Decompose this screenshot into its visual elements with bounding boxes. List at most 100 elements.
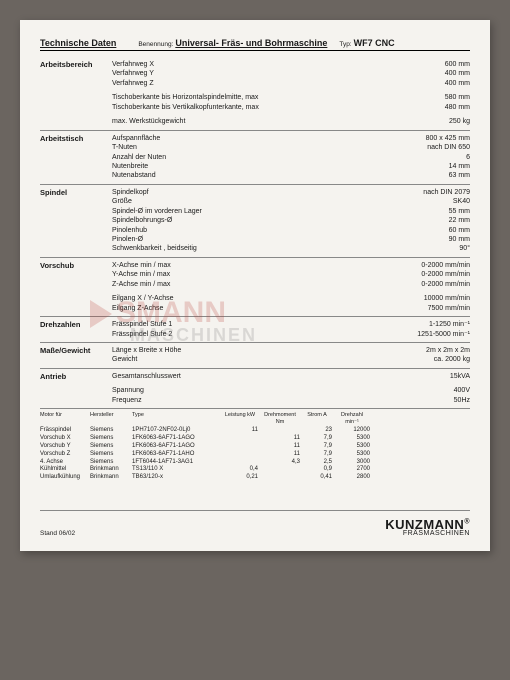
section: DrehzahlenFrässpindel Stufe 11-1250 min⁻… bbox=[40, 316, 470, 342]
motor-cell: 1FK6063-6AF71-1AGO bbox=[132, 435, 222, 443]
motor-cell: Umlaufkühlung bbox=[40, 474, 90, 482]
motor-cell: Siemens bbox=[90, 435, 132, 443]
motor-col-header: Drehmoment Nm bbox=[260, 412, 302, 426]
title: Technische Daten bbox=[40, 38, 116, 48]
motor-cell: Vorschub Y bbox=[40, 443, 90, 451]
motor-col-header: Motor für bbox=[40, 412, 90, 426]
spec-row: GrößeSK40 bbox=[112, 197, 470, 206]
spec-row: Spindelkopfnach DIN 2079 bbox=[112, 188, 470, 197]
spec-row: X-Achse min / max0-2000 mm/min bbox=[112, 261, 470, 270]
motor-cell: Brinkmann bbox=[90, 474, 132, 482]
spec-value: 0-2000 mm/min bbox=[385, 270, 470, 279]
motor-cell: 7,9 bbox=[302, 451, 334, 459]
footer: Stand 06/02 KUNZMANN® FRÄSMASCHINEN bbox=[40, 510, 470, 537]
spec-row: Nutenabstand63 mm bbox=[112, 171, 470, 180]
motor-row: KühlmittelBrinkmannTS13/110 X0,40,92700 bbox=[40, 466, 470, 474]
section-body: Aufspannfläche800 x 425 mmT-Nutennach DI… bbox=[112, 134, 470, 181]
spec-value: 7500 mm/min bbox=[385, 304, 470, 313]
spec-row: Aufspannfläche800 x 425 mm bbox=[112, 134, 470, 143]
section-body: Spindelkopfnach DIN 2079GrößeSK40Spindel… bbox=[112, 188, 470, 254]
spec-row: Verfahrweg Z400 mm bbox=[112, 79, 470, 88]
spec-label: Spindelbohrungs-Ø bbox=[112, 216, 385, 225]
motor-cell: 2800 bbox=[334, 474, 372, 482]
motor-cell: 5300 bbox=[334, 435, 372, 443]
motor-cell: 5300 bbox=[334, 451, 372, 459]
motor-header: Motor fürHerstellerTypeLeistung kWDrehmo… bbox=[40, 412, 470, 426]
motor-cell: 1PH7107-2NF02-0Lj0 bbox=[132, 427, 222, 435]
spec-row: Anzahl der Nuten6 bbox=[112, 153, 470, 162]
motor-cell: Brinkmann bbox=[90, 466, 132, 474]
spec-label: Frequenz bbox=[112, 396, 385, 405]
motor-cell bbox=[260, 466, 302, 474]
section: ArbeitstischAufspannfläche800 x 425 mmT-… bbox=[40, 130, 470, 184]
spec-label: Spindel-Ø im vorderen Lager bbox=[112, 207, 385, 216]
section: AntriebGesamtanschlusswert15kVASpannung4… bbox=[40, 368, 470, 408]
spec-label: Verfahrweg Z bbox=[112, 79, 385, 88]
spec-value: 1251-5000 min⁻¹ bbox=[385, 330, 470, 339]
motor-col-header: Hersteller bbox=[90, 412, 132, 426]
motor-cell: 5300 bbox=[334, 443, 372, 451]
section-title: Spindel bbox=[40, 188, 112, 254]
spec-value: 63 mm bbox=[385, 171, 470, 180]
spec-row: Frässpindel Stufe 11-1250 min⁻¹ bbox=[112, 320, 470, 329]
motor-cell: 0,9 bbox=[302, 466, 334, 474]
motor-cell: 0,41 bbox=[302, 474, 334, 482]
motor-cell: 12000 bbox=[334, 427, 372, 435]
stand: Stand 06/02 bbox=[40, 530, 75, 537]
spec-label: Z-Achse min / max bbox=[112, 280, 385, 289]
spec-row: Y-Achse min / max0-2000 mm/min bbox=[112, 270, 470, 279]
spec-row: Eilgang X / Y-Achse10000 mm/min bbox=[112, 294, 470, 303]
spec-label: Verfahrweg Y bbox=[112, 69, 385, 78]
spec-label: Tischoberkante bis Horizontalspindelmitt… bbox=[112, 93, 385, 102]
section-body: Gesamtanschlusswert15kVASpannung400VFreq… bbox=[112, 372, 470, 405]
spec-label: Frässpindel Stufe 2 bbox=[112, 330, 385, 339]
spec-label: Pinolen-Ø bbox=[112, 235, 385, 244]
spec-label: max. Werkstückgewicht bbox=[112, 117, 385, 126]
motor-cell: Siemens bbox=[90, 443, 132, 451]
spec-row: Verfahrweg X600 mm bbox=[112, 60, 470, 69]
typ: WF7 CNC bbox=[354, 38, 395, 48]
spec-row: Tischoberkante bis Vertikalkopfunterkant… bbox=[112, 103, 470, 112]
subtitle: Universal- Fräs- und Bohrmaschine bbox=[175, 38, 327, 48]
section-title: Arbeitsbereich bbox=[40, 60, 112, 127]
motor-cell: 7,9 bbox=[302, 443, 334, 451]
spec-label: Schwenkbarkeit , beidseitig bbox=[112, 244, 385, 253]
spec-value: SK40 bbox=[385, 197, 470, 206]
motor-row: 4. AchseSiemens1FT6044-1AF71-3AG14,32,53… bbox=[40, 459, 470, 467]
spec-value: nach DIN 650 bbox=[385, 143, 470, 152]
motor-cell: 7,9 bbox=[302, 435, 334, 443]
spec-row: max. Werkstückgewicht250 kg bbox=[112, 117, 470, 126]
spec-value: 55 mm bbox=[385, 207, 470, 216]
spec-value: 0-2000 mm/min bbox=[385, 280, 470, 289]
motor-cell: 2,5 bbox=[302, 459, 334, 467]
spec-row: Spindelbohrungs-Ø22 mm bbox=[112, 216, 470, 225]
motor-row: FrässpindelSiemens1PH7107-2NF02-0Lj01123… bbox=[40, 427, 470, 435]
spec-row: Eilgang Z-Achse7500 mm/min bbox=[112, 304, 470, 313]
motor-cell bbox=[260, 427, 302, 435]
spec-label: T-Nuten bbox=[112, 143, 385, 152]
spec-label: Nutenbreite bbox=[112, 162, 385, 171]
spec-value: 6 bbox=[385, 153, 470, 162]
motor-row: Vorschub YSiemens1FK6063-6AF71-1AGO 117,9… bbox=[40, 443, 470, 451]
spec-row: Nutenbreite14 mm bbox=[112, 162, 470, 171]
typlabel: Typ: bbox=[339, 41, 351, 48]
spec-value: 10000 mm/min bbox=[385, 294, 470, 303]
motor-cell: 0,21 bbox=[222, 474, 260, 482]
section-title: Arbeitstisch bbox=[40, 134, 112, 181]
spec-row: Spindel-Ø im vorderen Lager55 mm bbox=[112, 207, 470, 216]
motor-cell: 1FK6063-6AF71-1AGO bbox=[132, 443, 222, 451]
spec-label: Eilgang Z-Achse bbox=[112, 304, 385, 313]
spec-value: 60 mm bbox=[385, 226, 470, 235]
motor-col-header: Strom A bbox=[302, 412, 334, 426]
sections: ArbeitsbereichVerfahrweg X600 mmVerfahrw… bbox=[40, 57, 470, 408]
spec-row: Tischoberkante bis Horizontalspindelmitt… bbox=[112, 93, 470, 102]
motor-cell: 11 bbox=[260, 443, 302, 451]
motor-body: FrässpindelSiemens1PH7107-2NF02-0Lj01123… bbox=[40, 427, 470, 482]
spec-row: Länge x Breite x Höhe2m x 2m x 2m bbox=[112, 346, 470, 355]
spec-label: X-Achse min / max bbox=[112, 261, 385, 270]
motor-cell: 1FK6063-6AF71-1AHO bbox=[132, 451, 222, 459]
spec-value: 0-2000 mm/min bbox=[385, 261, 470, 270]
spec-value: 480 mm bbox=[385, 103, 470, 112]
spec-label: Gewicht bbox=[112, 355, 385, 364]
spec-value: 90° bbox=[385, 244, 470, 253]
